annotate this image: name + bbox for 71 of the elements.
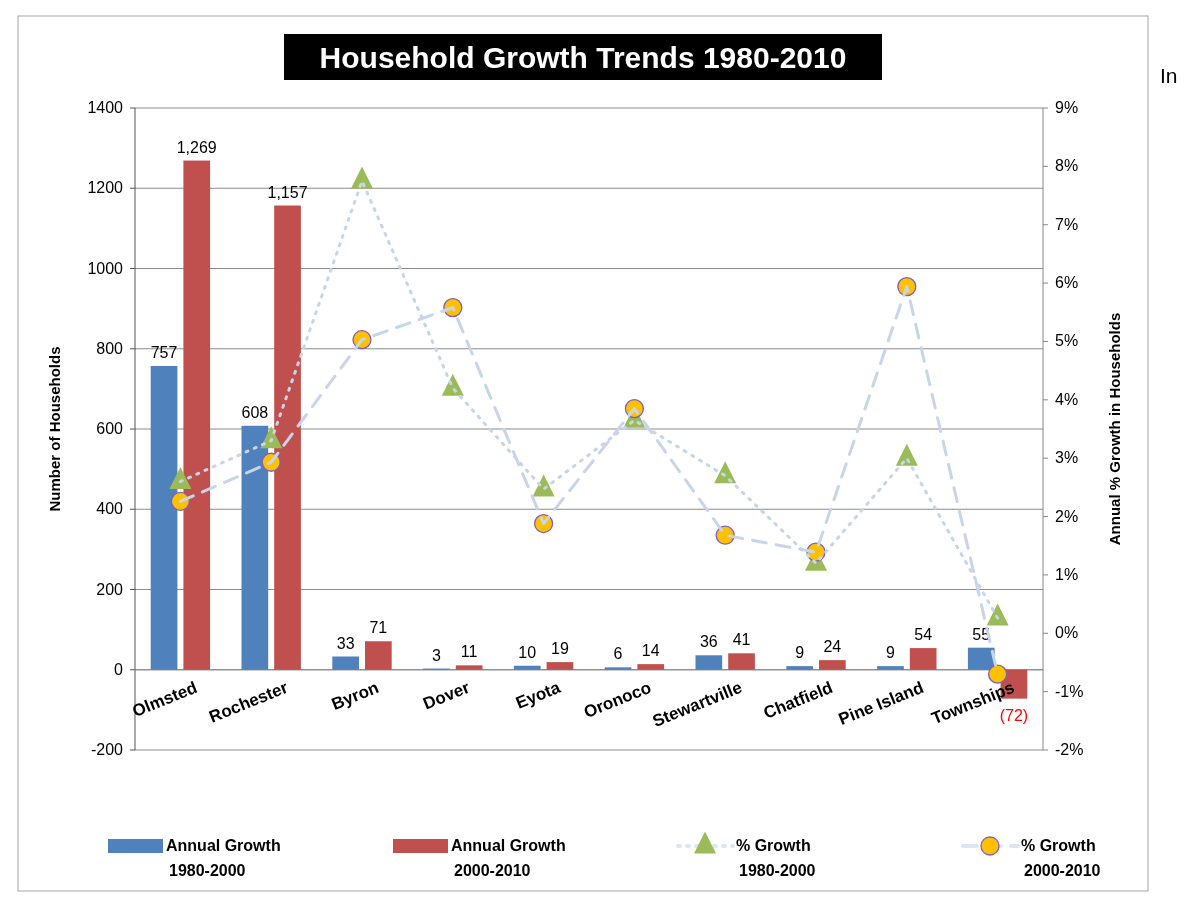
y2-tick-label: 1%	[1055, 565, 1079, 583]
y2-tick-label: 4%	[1055, 390, 1079, 408]
bar	[546, 662, 574, 670]
y2-axis-title: Annual % Growth in Households	[1106, 312, 1123, 546]
y2-tick-label: 7%	[1055, 215, 1079, 233]
data-label: 9	[886, 644, 895, 662]
bar	[183, 160, 211, 670]
bar	[241, 425, 269, 670]
y-tick-label: 600	[96, 420, 124, 437]
data-label: 36	[699, 633, 718, 651]
x-tick-label: Dover	[420, 677, 473, 714]
y2-tick-label: 8%	[1055, 157, 1079, 175]
y-tick-label: 0	[114, 660, 124, 678]
data-label: 1,157	[267, 183, 308, 201]
y2-tick-label: 0%	[1055, 624, 1079, 642]
data-label: 9	[795, 644, 805, 662]
bar	[455, 665, 483, 670]
data-label: 24	[823, 638, 842, 656]
bar	[877, 666, 904, 670]
data-label: 11	[460, 643, 478, 661]
legend-label: Annual Growth 2000-2010	[451, 837, 566, 879]
bar	[695, 655, 723, 670]
legend-label: Annual Growth 1980-2000	[166, 837, 281, 879]
data-label: 6	[613, 645, 623, 663]
data-label: 33	[336, 634, 355, 652]
data-label: 1,269	[176, 138, 217, 156]
bar	[909, 648, 937, 670]
y-tick-label: 1000	[87, 259, 124, 277]
y-tick-label: 800	[96, 339, 124, 357]
point	[987, 664, 1008, 684]
data-label: 41	[732, 631, 751, 649]
data-label: 19	[551, 640, 569, 658]
y2-tick-label: 5%	[1055, 332, 1079, 350]
legend-label: % Growth 2000-2010	[1021, 837, 1101, 879]
point	[169, 467, 192, 490]
data-label: 608	[241, 403, 269, 421]
bar	[967, 647, 995, 670]
y-tick-label: 1200	[87, 179, 124, 197]
y-tick-label: 1400	[87, 99, 124, 116]
y-tick-label: -200	[90, 741, 124, 758]
bar	[150, 366, 178, 670]
bar	[513, 665, 541, 670]
data-label: 14	[641, 642, 660, 660]
bar	[637, 664, 665, 670]
chart-title: Household Growth Trends 1980-2010	[319, 41, 847, 74]
x-tick-label: Byron	[328, 677, 382, 714]
data-label: 3	[432, 646, 441, 664]
legend-label: % Growth 1980-2000	[736, 837, 816, 879]
bar	[274, 205, 301, 670]
x-tick-label: Eyota	[513, 677, 564, 713]
data-label: 71	[369, 619, 388, 637]
data-label: 10	[518, 643, 537, 661]
y-tick-label: 400	[96, 500, 124, 518]
y-axis-title: Number of Households	[46, 346, 63, 512]
y-tick-label: 200	[96, 580, 124, 598]
text: In	[1160, 64, 1178, 87]
data-label: 757	[150, 344, 178, 361]
bar	[786, 666, 813, 670]
data-label: 54	[914, 626, 933, 644]
bar	[332, 656, 359, 670]
y2-tick-label: -2%	[1055, 741, 1084, 758]
bar	[604, 667, 632, 670]
y2-tick-label: -1%	[1055, 682, 1084, 700]
point	[532, 474, 555, 497]
y2-tick-label: 3%	[1055, 449, 1079, 467]
y2-tick-label: 9%	[1055, 99, 1079, 116]
y2-tick-label: 2%	[1055, 507, 1079, 525]
bar	[365, 641, 392, 670]
bar	[728, 653, 755, 670]
bar	[819, 660, 846, 670]
y2-tick-label: 6%	[1055, 274, 1079, 292]
